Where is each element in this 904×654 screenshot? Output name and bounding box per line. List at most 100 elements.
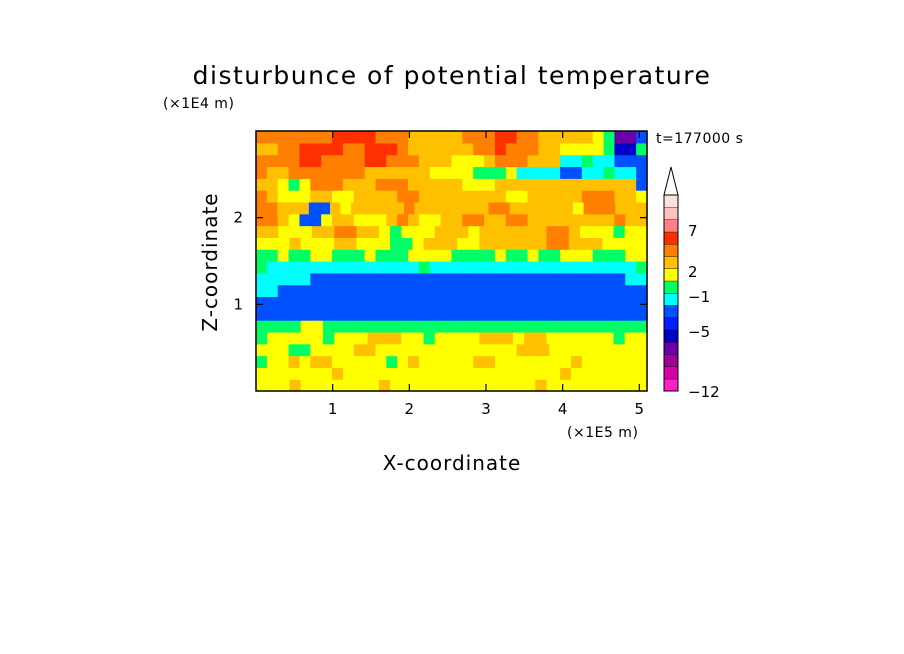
field-cell [549, 367, 561, 380]
field-cell [345, 225, 358, 238]
field-cell [516, 296, 529, 309]
field-cell [484, 249, 496, 262]
field-cell [256, 284, 268, 298]
field-cell [397, 131, 409, 144]
field-cell [397, 355, 409, 368]
field-cell [527, 284, 539, 298]
field-cell [494, 272, 507, 286]
field-cell [473, 261, 485, 274]
field-cell [267, 237, 279, 250]
field-cell [277, 343, 290, 357]
field-cell [353, 166, 366, 179]
field-cell [603, 355, 616, 368]
field-cell [310, 213, 322, 227]
field-cell [418, 355, 431, 368]
field-cell [332, 367, 344, 380]
field-cell [353, 154, 366, 168]
field-cell [636, 308, 648, 321]
field-cell [636, 178, 648, 191]
field-cell [614, 296, 626, 309]
field-cell [386, 272, 398, 286]
field-cell [625, 343, 637, 357]
field-cell [418, 178, 431, 191]
field-cell [527, 367, 539, 380]
field-cell [408, 284, 420, 298]
field-cell [549, 308, 561, 321]
field-cell [440, 142, 453, 156]
field-cell [484, 284, 496, 298]
field-cell [570, 284, 583, 298]
field-cell [581, 296, 594, 309]
field-cell [591, 379, 603, 392]
field-cell [614, 272, 626, 286]
field-cell [299, 166, 311, 179]
field-cell [364, 154, 377, 168]
field-cell [287, 201, 299, 215]
field-cell [592, 355, 605, 368]
field-cell [494, 308, 507, 321]
field-cell [418, 166, 431, 179]
field-cell [278, 331, 291, 345]
field-cell [390, 379, 402, 392]
field-cell [594, 201, 606, 215]
field-cell [516, 308, 529, 321]
field-cell [462, 272, 474, 286]
field-cell [603, 213, 616, 227]
field-cell [484, 296, 496, 309]
field-cell [397, 249, 409, 262]
field-cell [602, 237, 615, 250]
field-cell [560, 154, 572, 168]
field-cell [501, 320, 514, 333]
field-cell [256, 296, 268, 309]
field-cell [353, 367, 366, 380]
field-cell [538, 213, 550, 227]
field-cell [549, 343, 561, 357]
field-cell [390, 320, 402, 333]
field-cell [323, 379, 335, 392]
field-cell [288, 249, 301, 262]
field-cell [418, 261, 431, 274]
field-cell [418, 367, 431, 380]
field-cell [479, 379, 492, 392]
field-cell [277, 284, 290, 298]
field-cell [462, 296, 474, 309]
field-cell [356, 320, 369, 333]
field-cell [277, 178, 290, 191]
field-cell [560, 131, 572, 144]
field-cell [277, 355, 290, 368]
field-cell [603, 142, 616, 156]
field-cell [451, 131, 463, 144]
field-cell [397, 154, 409, 168]
field-cell [516, 249, 529, 262]
field-cell [579, 225, 592, 238]
field-cell [277, 261, 290, 274]
field-cell [256, 213, 268, 227]
field-cell [484, 261, 496, 274]
field-cell [581, 131, 594, 144]
field-cell [256, 320, 268, 333]
field-cell [445, 379, 458, 392]
field-cell [435, 201, 447, 215]
field-cell [342, 166, 355, 179]
field-cell [386, 367, 398, 380]
field-cell [570, 131, 583, 144]
field-cell [256, 367, 268, 380]
field-cell [440, 343, 453, 357]
field-cell [408, 190, 420, 203]
field-cell [592, 308, 605, 321]
field-cell [524, 379, 536, 392]
field-cell [266, 355, 279, 368]
field-cell [490, 379, 503, 392]
field-cell [613, 225, 626, 238]
field-cell [390, 237, 402, 250]
y-axis-label: Z-coordinate [198, 192, 222, 331]
field-cell [375, 367, 387, 380]
field-cell [277, 308, 290, 321]
field-cell [364, 272, 377, 286]
field-cell [288, 367, 301, 380]
field-cell [570, 142, 583, 156]
field-cell [560, 272, 572, 286]
field-cell [332, 272, 344, 286]
field-cell [386, 190, 398, 203]
field-cell [288, 272, 301, 286]
